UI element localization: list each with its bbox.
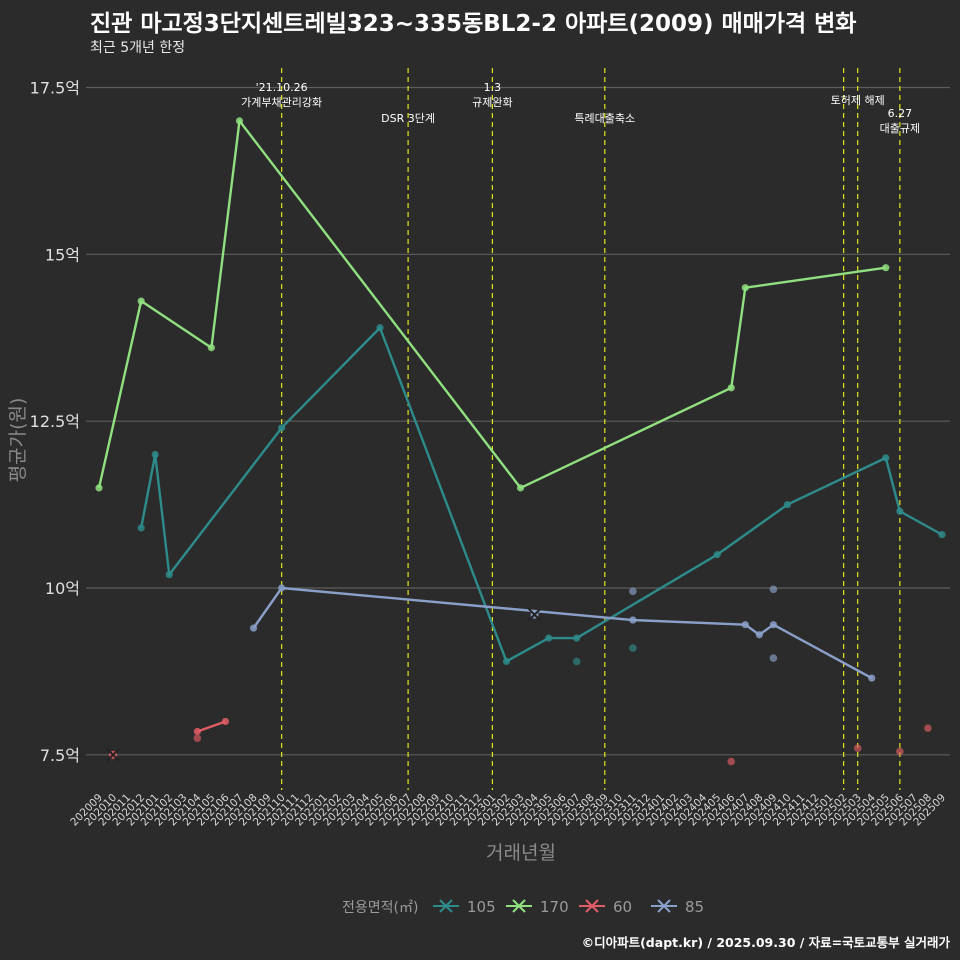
data-point — [741, 284, 749, 292]
x-axis-title: 거래년월 — [486, 842, 556, 864]
data-point — [727, 757, 736, 766]
legend-label: 85 — [685, 898, 704, 916]
data-point — [924, 724, 932, 732]
data-point — [629, 587, 637, 596]
legend-label: 105 — [467, 898, 496, 916]
data-point — [137, 297, 145, 305]
data-point — [165, 571, 173, 579]
chart-subtitle: 최근 5개년 한정 — [90, 40, 185, 56]
event-label: 1.3 규제완화 — [472, 81, 512, 109]
data-point — [193, 734, 202, 742]
series-105 — [137, 324, 946, 666]
data-point — [938, 531, 946, 539]
data-point — [207, 344, 215, 352]
data-point — [769, 621, 778, 629]
data-point — [573, 634, 581, 642]
event-label: 토허제 해제 — [831, 93, 885, 107]
cross-mark — [527, 607, 542, 622]
data-point — [868, 674, 876, 682]
data-point — [769, 654, 778, 662]
y-tick-label: 15억 — [45, 245, 80, 264]
data-point — [221, 717, 230, 726]
source-caption: ©디아파트(dapt.kr) / 2025.09.30 / 자료=국토교통부 실… — [582, 935, 951, 950]
data-point — [376, 324, 384, 332]
data-point — [783, 500, 792, 509]
event-label: 특례대출축소 — [574, 112, 635, 125]
data-point — [95, 484, 103, 492]
data-point — [741, 621, 749, 629]
data-point — [545, 634, 553, 642]
event-label: DSR 3단계 — [381, 112, 435, 125]
legend-label: 170 — [540, 898, 569, 916]
data-point — [882, 454, 890, 462]
chart-title: 진관 마고정3단지센트레빌323~335동BL2-2 아파트(2009) 매매가… — [90, 11, 856, 37]
data-point — [727, 384, 735, 392]
series-line — [252, 586, 873, 680]
data-point — [572, 657, 581, 666]
series-85 — [249, 584, 876, 682]
legend-key-cross — [512, 899, 526, 913]
event-label: '21.10.26 가계부채관리강화 — [241, 81, 322, 109]
legend-title: 전용면적(㎡) — [342, 900, 418, 916]
legend-key-cross — [439, 899, 453, 913]
data-point — [853, 744, 862, 752]
series-line — [196, 720, 226, 733]
data-point — [151, 450, 159, 459]
data-point — [629, 644, 637, 652]
y-tick-label: 17.5억 — [30, 79, 80, 98]
gridlines — [86, 86, 950, 756]
data-point — [769, 585, 778, 594]
data-point — [502, 657, 511, 666]
y-tick-label: 7.5억 — [40, 746, 80, 765]
series-group — [95, 117, 946, 766]
x-axis-ticks: 2020092020102020112020122021012021022021… — [68, 791, 948, 828]
data-point — [278, 424, 286, 432]
data-point — [755, 631, 763, 639]
legend-key-cross — [657, 899, 671, 913]
data-point — [235, 117, 244, 125]
data-point — [137, 524, 145, 532]
data-point — [249, 624, 258, 632]
data-point — [896, 507, 904, 515]
y-axis-ticks: 7.5억 10억 12.5억 15억 17.5억 — [30, 79, 80, 765]
y-axis-title: 평균가(원) — [7, 398, 29, 483]
data-point — [896, 747, 904, 756]
legend-label: 60 — [613, 898, 632, 916]
legend-key-cross — [585, 899, 599, 913]
series-170 — [95, 117, 890, 492]
data-point — [629, 616, 637, 624]
event-label: 6.27 대출규제 — [880, 107, 920, 135]
series-60 — [106, 717, 932, 766]
data-point — [193, 727, 201, 736]
y-tick-label: 12.5억 — [30, 412, 80, 431]
y-tick-label: 10억 — [45, 579, 80, 598]
cross-mark — [106, 748, 120, 762]
legend: 전용면적(㎡) 105 170 60 85 — [342, 898, 704, 916]
data-point — [882, 264, 890, 272]
data-point — [278, 584, 286, 592]
data-point — [516, 484, 525, 492]
data-point — [713, 551, 721, 559]
series-line — [97, 119, 886, 490]
